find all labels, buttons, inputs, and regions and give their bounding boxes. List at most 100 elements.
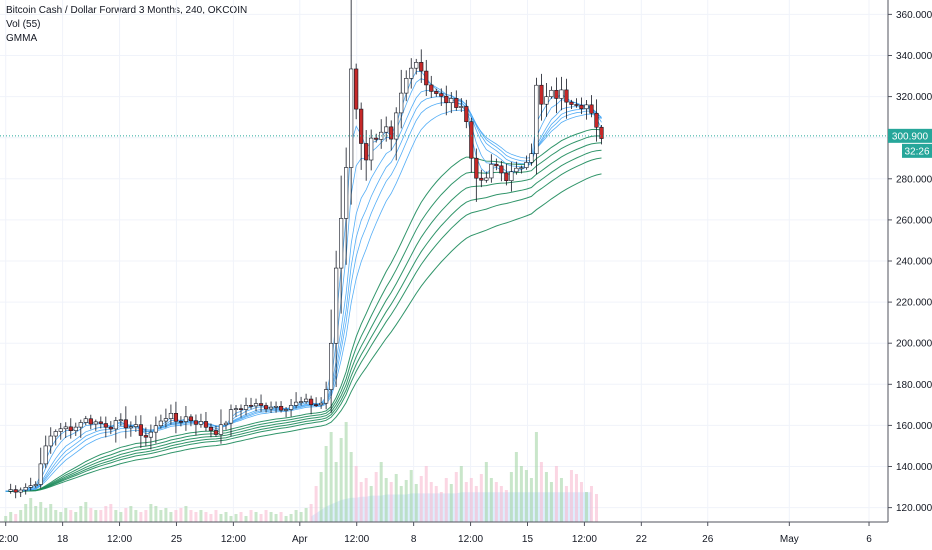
volume-bar: [54, 510, 58, 522]
volume-bar: [339, 438, 343, 522]
candle-up: [298, 401, 304, 403]
candle-down: [354, 68, 359, 110]
candle-down: [173, 413, 179, 422]
y-tick-label: 340.000: [896, 51, 932, 62]
candle-up: [243, 405, 249, 410]
x-tick-label: 6: [866, 534, 872, 545]
legend-gmma[interactable]: GMMA: [6, 33, 38, 44]
volume-bar: [59, 512, 63, 522]
volume-bar: [364, 478, 368, 522]
volume-bar: [44, 508, 48, 522]
candle-up: [23, 487, 28, 491]
volume-bar: [214, 510, 218, 522]
volume-bar: [329, 432, 333, 522]
candle-up: [339, 218, 344, 269]
volume-bar: [174, 510, 178, 522]
candle-down: [374, 137, 379, 140]
volume-bar: [49, 504, 53, 522]
candle-down: [103, 423, 108, 428]
volume-bar: [4, 516, 8, 522]
volume-bar: [9, 512, 13, 522]
x-tick-label: Apr: [292, 534, 308, 545]
candle-up: [148, 431, 153, 438]
candle-up: [153, 425, 158, 433]
candle-down: [238, 408, 244, 410]
volume-bar: [454, 472, 458, 522]
candle-down: [439, 93, 444, 97]
volume-bar: [239, 512, 243, 522]
x-tick-label: 12:00: [221, 534, 246, 545]
x-tick-label: 8: [411, 534, 417, 545]
volume-bar: [119, 512, 123, 522]
candle-down: [499, 165, 504, 174]
gmma-long-line-50: [5, 157, 602, 492]
volume-bar: [244, 516, 248, 522]
volume-bar: [439, 492, 443, 522]
volume-bar: [194, 512, 198, 522]
volume-bar: [499, 486, 503, 522]
candle-up: [484, 177, 489, 181]
candle-up: [133, 424, 138, 427]
candle-down: [108, 426, 113, 430]
volume-bar: [64, 508, 68, 522]
volume-bar: [309, 504, 313, 522]
volume-bar: [514, 452, 518, 522]
volume-bar: [569, 470, 573, 522]
volume-bar: [474, 486, 478, 522]
volume-bar: [484, 462, 488, 522]
x-tick-label: 22: [636, 534, 648, 545]
candle-up: [48, 435, 53, 447]
candle-up: [449, 98, 454, 104]
volume-bar: [24, 504, 28, 522]
volume-bar: [219, 514, 223, 522]
x-tick-label: 12:00: [107, 534, 132, 545]
volume-bar: [549, 482, 553, 522]
legend-volume[interactable]: Vol (55): [6, 19, 41, 30]
y-tick-label: 140.000: [896, 462, 932, 473]
volume-bar: [574, 474, 578, 522]
grid: [0, 0, 888, 522]
candle-down: [569, 101, 574, 105]
volume-bar: [164, 508, 168, 522]
candle-up: [218, 424, 224, 435]
candle-down: [88, 418, 93, 425]
volume-bar: [254, 512, 258, 522]
candle-down: [208, 427, 214, 431]
candle-up: [384, 126, 389, 133]
candle-down: [424, 70, 429, 86]
candle-down: [248, 405, 254, 407]
volume-bar: [129, 506, 133, 522]
candle-up: [459, 106, 464, 108]
candle-up: [118, 419, 123, 422]
candle-up: [489, 163, 494, 179]
candle-up: [549, 89, 554, 98]
volume-bar: [334, 462, 338, 522]
x-tick-label: May: [780, 534, 799, 545]
volume-bar: [449, 484, 453, 522]
candle-down: [454, 98, 459, 108]
candle-up: [113, 420, 118, 430]
candle-down: [258, 403, 264, 406]
volume-bar: [139, 512, 143, 522]
candle-up: [73, 426, 78, 431]
y-tick-label: 260.000: [896, 215, 932, 226]
legend-title[interactable]: Bitcoin Cash / Dollar Forward 3 Months, …: [6, 5, 248, 16]
candle-up: [529, 153, 534, 163]
volume-bar: [534, 432, 538, 522]
candle-up: [43, 445, 48, 465]
candle-up: [324, 389, 329, 404]
volume-bar: [519, 466, 523, 522]
candle-up: [404, 78, 409, 94]
volume-bar: [394, 474, 398, 522]
candle-up: [399, 92, 404, 114]
candle-up: [519, 167, 524, 169]
volume-bar: [349, 452, 353, 522]
candle-down: [123, 419, 128, 429]
candle-down: [474, 157, 479, 179]
gmma-lines: [5, 70, 602, 492]
candle-down: [98, 421, 103, 424]
volume-bar: [19, 510, 23, 522]
x-tick-label: 26: [702, 534, 714, 545]
volume-bar: [539, 462, 543, 522]
